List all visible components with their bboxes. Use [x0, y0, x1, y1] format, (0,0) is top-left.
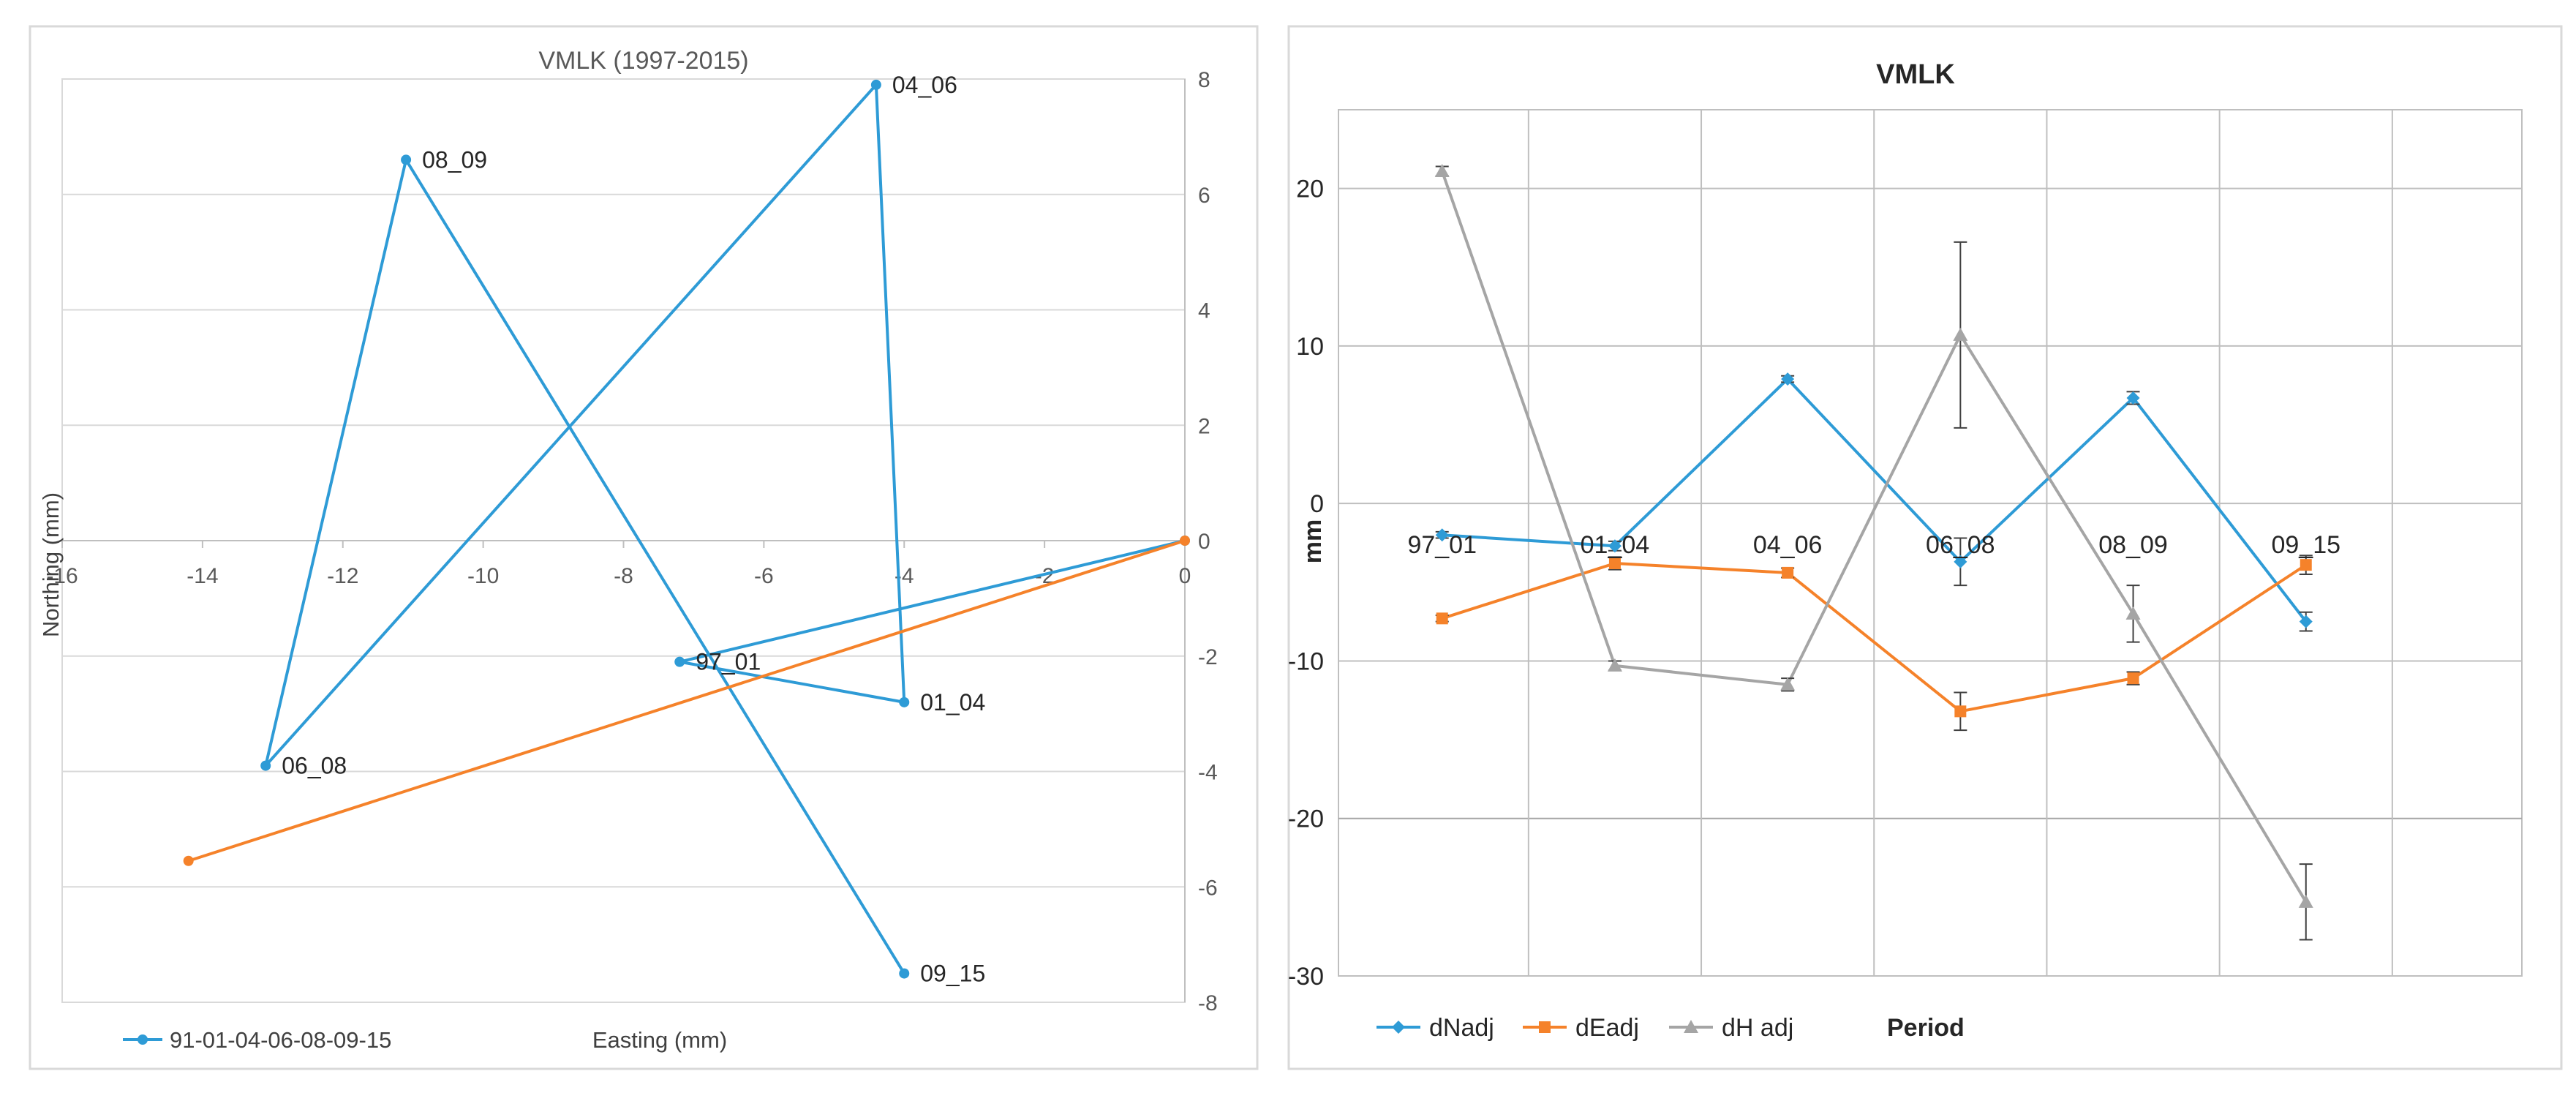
left-x-tick-label: -12	[327, 564, 358, 588]
right-marker-triangle	[2125, 606, 2141, 620]
right-category-label: 09_15	[2271, 531, 2340, 559]
left-x-tick-label: -8	[614, 564, 633, 588]
left-y-tick-label: -6	[1198, 876, 1218, 900]
left-data-point	[260, 760, 271, 771]
right-marker-diamond	[1435, 528, 1449, 542]
left-point-label: 09_15	[920, 961, 985, 987]
right-ticks: -30 -20 -10 0 10 20	[1288, 176, 1324, 991]
left-x-tick-label: -10	[467, 564, 499, 588]
left-y-tick-label: -8	[1198, 991, 1218, 1015]
left-point-labels: 97_01 01_04 04_06 06_08 08_09 09_15	[282, 72, 985, 987]
left-y-tick-label: 0	[1198, 530, 1210, 554]
left-data-point	[870, 79, 881, 90]
right-category-label: 01_04	[1581, 531, 1650, 559]
left-point-label: 04_06	[892, 72, 957, 98]
right-marker-triangle	[1607, 658, 1622, 672]
left-series	[183, 79, 1190, 979]
right-series-line	[1442, 378, 2308, 623]
left-series-line	[188, 539, 1186, 863]
right-marker-square	[2300, 559, 2312, 571]
left-point-label: 01_04	[920, 689, 985, 715]
left-legend-marker	[138, 1034, 148, 1045]
right-marker-square	[1782, 566, 1794, 579]
right-marker-diamond	[1954, 555, 1967, 568]
right-marker-triangle	[1434, 163, 1450, 177]
right-category-label: 04_06	[1753, 531, 1823, 559]
right-marker-triangle	[1780, 677, 1796, 691]
right-marker-diamond	[1608, 539, 1622, 553]
right-category-label: 97_01	[1407, 531, 1477, 559]
right-marker-triangle	[1953, 327, 1968, 341]
left-x-tick-label: 0	[1179, 564, 1191, 588]
left-y-tick-label: 6	[1198, 184, 1210, 208]
left-y-tick-label: 2	[1198, 414, 1210, 438]
left-y-axis-label: Northing (mm)	[38, 492, 64, 637]
left-y-tick-label: 4	[1198, 299, 1210, 323]
left-data-point	[1180, 536, 1190, 546]
left-data-point	[183, 855, 194, 866]
left-x-axis-label: Easting (mm)	[592, 1027, 727, 1053]
left-data-point	[899, 968, 910, 979]
left-point-label: 08_09	[422, 146, 487, 173]
right-marker-diamond	[1781, 372, 1795, 386]
left-point-label: 06_08	[282, 753, 347, 779]
right-marker-triangle	[1684, 1020, 1698, 1033]
left-y-tick-label: -4	[1198, 761, 1218, 785]
right-category-label: 08_09	[2098, 531, 2168, 559]
left-y-tick-label: -2	[1198, 645, 1218, 669]
right-chart-title: VMLK	[1876, 59, 1955, 90]
right-marker-diamond	[1392, 1021, 1405, 1034]
right-y-tick-label: 0	[1310, 490, 1324, 518]
left-data-point	[674, 656, 685, 667]
left-x-tick-label: -6	[754, 564, 774, 588]
right-marker-triangle	[2298, 894, 2313, 908]
right-marker-diamond	[2126, 391, 2140, 405]
left-x-tick-label: -14	[187, 564, 218, 588]
right-y-tick-label: 10	[1296, 333, 1324, 361]
right-legend-label: dH adj	[1722, 1014, 1793, 1042]
left-x-tick-label: -16	[46, 564, 78, 588]
right-grid	[1338, 110, 2522, 977]
right-legend-label: dEadj	[1575, 1014, 1639, 1042]
right-y-tick-label: -30	[1288, 963, 1324, 991]
right-category-labels: 97_01 01_04 04_06 06_08 08_09 09_15	[1407, 531, 2340, 559]
right-marker-square	[1539, 1021, 1551, 1033]
right-y-axis-label: mm	[1299, 519, 1327, 563]
left-point-label: 97_01	[696, 649, 761, 675]
left-data-point	[899, 696, 910, 707]
right-marker-square	[1954, 705, 1967, 718]
right-y-tick-label: 20	[1296, 176, 1324, 203]
right-marker-square	[1436, 612, 1448, 625]
right-category-label: 06_08	[1926, 531, 1995, 559]
right-series-line	[1440, 170, 2308, 903]
left-y-tick-label: 8	[1198, 68, 1210, 92]
right-marker-square	[1608, 557, 1621, 569]
right-legend-label: dNadj	[1429, 1014, 1494, 1042]
right-series	[1434, 163, 2313, 941]
right-marker-square	[2127, 672, 2139, 685]
right-y-tick-label: -20	[1288, 805, 1324, 833]
left-chart-title: VMLK (1997-2015)	[538, 47, 748, 75]
left-data-point	[401, 154, 412, 165]
right-chart-frame	[1287, 25, 2563, 1070]
left-grid	[61, 78, 1186, 1003]
right-marker-diamond	[2299, 615, 2313, 628]
right-legend: dNadj dEadj dH adj	[1376, 1014, 1793, 1042]
right-x-axis-label: Period	[1887, 1014, 1965, 1042]
right-y-tick-label: -10	[1288, 647, 1324, 675]
left-legend-label: 91-01-04-06-08-09-15	[170, 1027, 391, 1053]
